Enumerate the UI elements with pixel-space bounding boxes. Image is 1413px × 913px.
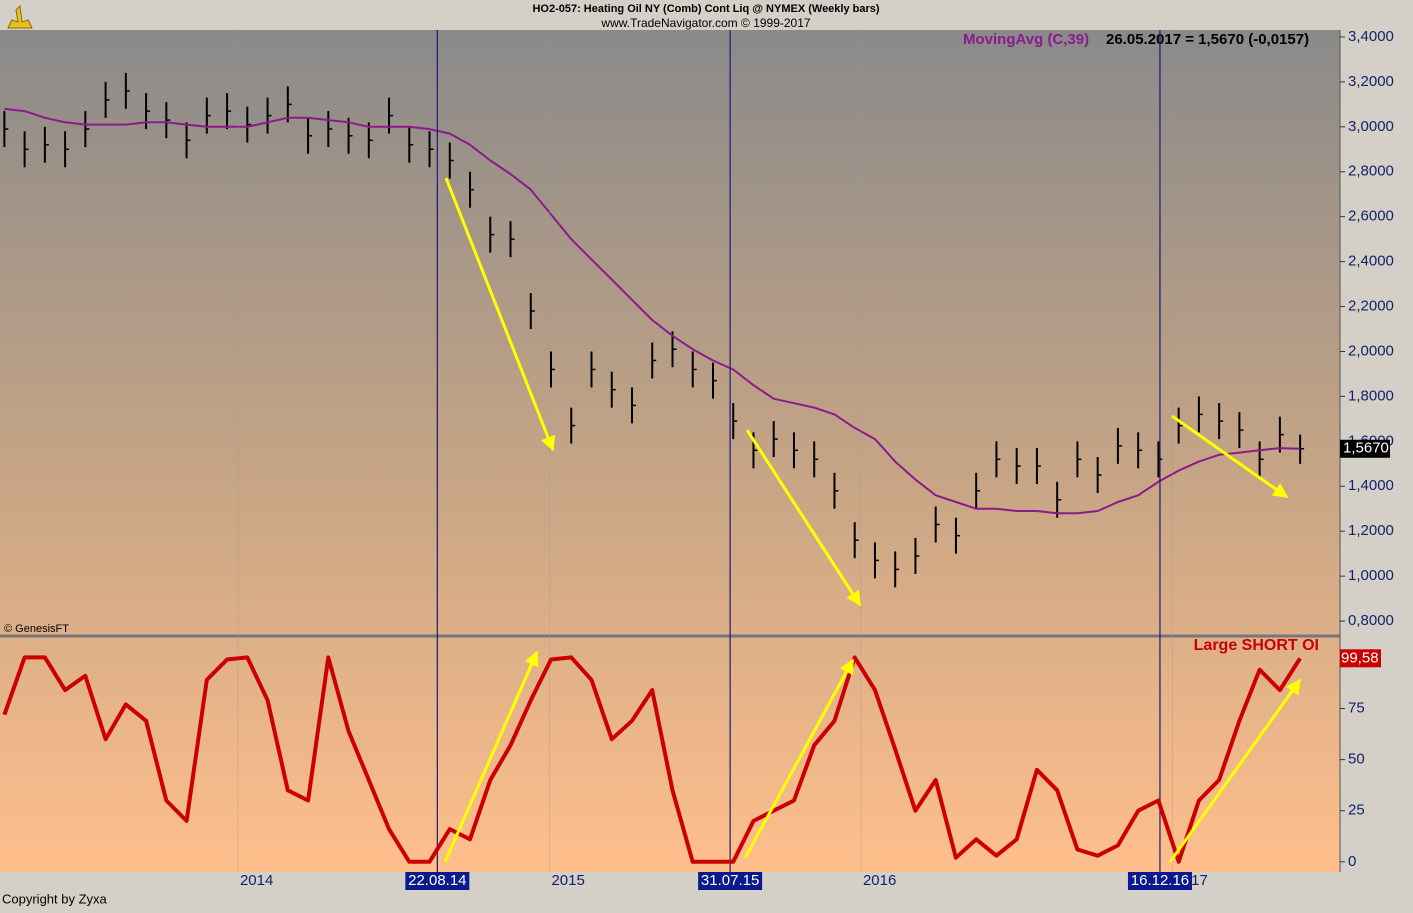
last-value-box — [1340, 649, 1381, 668]
y-tick-label: 2,0000 — [1348, 342, 1394, 359]
y-tick-label: 2,2000 — [1348, 298, 1394, 315]
marker-label: 16.12.16 — [1131, 872, 1189, 889]
x-tick-label: 2015 — [551, 872, 584, 889]
y-tick-label: 1,0000 — [1348, 567, 1394, 584]
y-tick-label: 2,6000 — [1348, 208, 1394, 225]
y-tick-label: 50 — [1348, 751, 1365, 768]
y-tick-label: 0 — [1348, 853, 1356, 870]
readout: 26.05.2017 = 1,5670 (-0,0157) — [1106, 31, 1309, 48]
last-value-label: 99,58 — [1341, 649, 1379, 666]
marks: 3,4000 3,2000 3,0000 2,8000 2,6000 2,4000 2,20… — [2, 28, 1394, 889]
series-line — [4, 107, 1301, 515]
chart-title: HO2-057: Heating Oil NY (Comb) Cont Liq … — [532, 3, 879, 15]
marker-label: 22.08.14 — [408, 872, 466, 889]
plot-area — [0, 30, 1340, 872]
marker-label: 31.07.15 — [701, 872, 759, 889]
y-tick-label: 0,8000 — [1348, 612, 1394, 629]
last-value-label: 1,5670 — [1343, 440, 1389, 457]
legend-entry: MovingAvg (C,39) — [963, 31, 1089, 48]
y-tick-label: 75 — [1348, 699, 1365, 716]
y-tick-label: 1,2000 — [1348, 522, 1394, 539]
y-tick-label: 3,4000 — [1348, 28, 1394, 45]
x-tick-label: 2014 — [240, 872, 273, 889]
chart-subtitle: www.TradeNavigator.com © 1999-2017 — [600, 16, 810, 30]
y-tick-label: 2,4000 — [1348, 253, 1394, 270]
y-tick-label: 3,2000 — [1348, 73, 1394, 90]
marker-box — [698, 872, 763, 890]
overlay: 1,5670 22.08.14 31.07.15 16.12.16 99,58 — [405, 440, 1390, 890]
source-note: © GenesisFT — [4, 623, 69, 635]
copyright: Copyright by Zyxa — [2, 891, 108, 906]
series-line — [2, 655, 1302, 864]
y-tick-label: 3,0000 — [1348, 118, 1394, 135]
annotation-arrows — [443, 177, 1302, 863]
last-value-box — [1340, 439, 1390, 458]
x-tick-label: 2016 — [863, 872, 896, 889]
legend-entry: Large SHORT OI — [1194, 637, 1319, 654]
y-tick-label: 1,8000 — [1348, 387, 1394, 404]
marker-box — [1127, 872, 1192, 890]
logo — [7, 4, 33, 29]
y-tick-label: 2,8000 — [1348, 163, 1394, 180]
y-tick-label: 1,4000 — [1348, 477, 1394, 494]
y-tick-label: 25 — [1348, 802, 1365, 819]
marker-box — [405, 872, 470, 890]
